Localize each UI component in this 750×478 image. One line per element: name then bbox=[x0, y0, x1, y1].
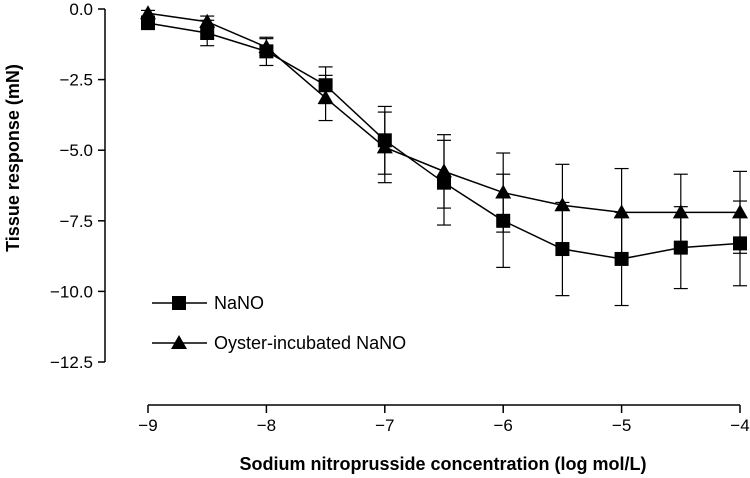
data-point-square bbox=[200, 26, 215, 41]
y-tick-label: −10.0 bbox=[50, 282, 93, 301]
legend-label-nano: NaNO bbox=[214, 293, 264, 313]
x-ticks: −9 −8 −7 −6 −5 −4 bbox=[138, 405, 750, 435]
data-point-triangle bbox=[436, 163, 452, 178]
y-tick-label: −12.5 bbox=[50, 353, 93, 372]
y-tick-label: −2.5 bbox=[59, 71, 93, 90]
y-tick-label: −5.0 bbox=[59, 141, 93, 160]
data-point-triangle bbox=[732, 204, 748, 219]
x-tick-label: −7 bbox=[375, 416, 394, 435]
data-point-triangle bbox=[258, 39, 275, 54]
y-axis-title: Tissue response (mN) bbox=[3, 64, 23, 252]
data-point-triangle bbox=[554, 197, 571, 212]
legend-marker-triangle bbox=[171, 335, 187, 349]
legend-label-oyster: Oyster-incubated NaNO bbox=[214, 333, 406, 353]
axes bbox=[104, 9, 740, 406]
x-tick-label: −6 bbox=[494, 416, 513, 435]
data-point-triangle bbox=[672, 204, 689, 219]
legend: NaNO Oyster-incubated NaNO bbox=[152, 293, 406, 353]
data-point-triangle bbox=[613, 204, 630, 219]
legend-item-nano: NaNO bbox=[152, 293, 264, 313]
data-point-square bbox=[141, 16, 155, 31]
x-axis-title: Sodium nitroprusside concentration (log … bbox=[239, 454, 646, 474]
series-layer bbox=[140, 5, 748, 307]
data-point-triangle bbox=[376, 139, 393, 154]
data-point-triangle bbox=[199, 13, 216, 28]
data-point-triangle bbox=[140, 5, 156, 20]
y-tick-label: −7.5 bbox=[59, 212, 93, 231]
data-point-triangle bbox=[317, 89, 334, 104]
data-point-square bbox=[555, 242, 570, 257]
data-point-triangle bbox=[495, 184, 512, 199]
x-tick-label: −5 bbox=[612, 416, 631, 435]
x-tick-label: −8 bbox=[257, 416, 276, 435]
y-tick-label: 0.0 bbox=[69, 0, 93, 19]
y-ticks: 0.0 −2.5 −5.0 −7.5 −10.0 −12.5 bbox=[50, 0, 105, 372]
x-tick-label: −4 bbox=[730, 416, 749, 435]
series-oyster-incubated-nano bbox=[140, 5, 748, 257]
legend-marker-square bbox=[172, 296, 186, 310]
x-tick-label: −9 bbox=[138, 416, 157, 435]
data-point-square bbox=[614, 251, 629, 266]
legend-item-oyster: Oyster-incubated NaNO bbox=[152, 333, 406, 353]
